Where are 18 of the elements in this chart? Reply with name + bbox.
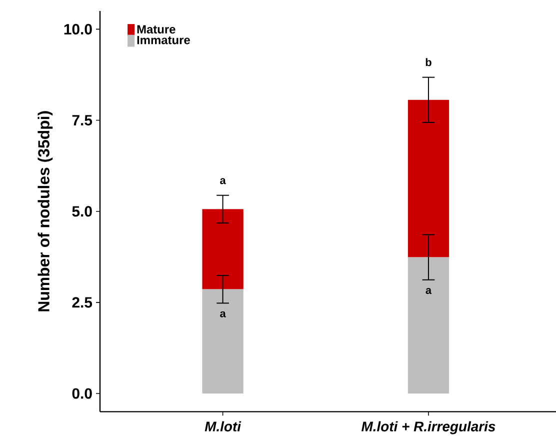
x-tick-label: M.loti + R.irregularis: [361, 421, 496, 434]
bar: [202, 289, 244, 394]
y-tick-label: 7.5: [72, 115, 92, 126]
data-label: a: [220, 178, 226, 184]
y-tick-label: 2.5: [72, 297, 92, 308]
legend-label: Immature: [137, 36, 190, 44]
legend-label: Mature: [137, 25, 176, 34]
data-label: a: [426, 288, 432, 294]
y-tick-label: 0.0: [72, 388, 92, 399]
x-tick-label: M.loti: [204, 421, 242, 432]
bar: [408, 100, 450, 258]
y-tick-label: 10.0: [64, 24, 92, 34]
y-tick-label: 5.0: [72, 206, 92, 217]
y-axis-title: Number of nodules (35dpi): [38, 111, 53, 312]
bar: [408, 257, 450, 394]
bar: [202, 209, 244, 290]
data-label: b: [426, 58, 432, 66]
data-label: a: [220, 311, 226, 318]
